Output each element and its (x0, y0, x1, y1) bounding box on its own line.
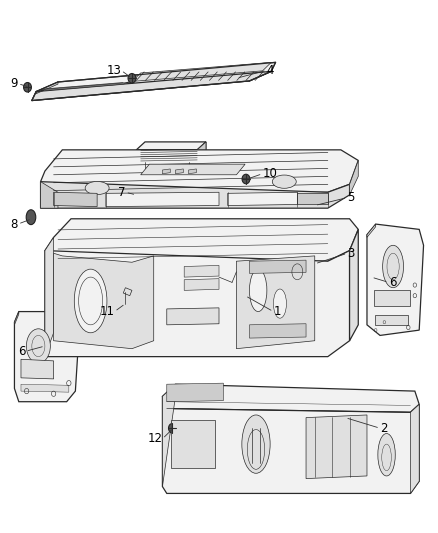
Polygon shape (14, 312, 19, 325)
Polygon shape (250, 260, 306, 273)
Polygon shape (162, 397, 419, 494)
Text: 9: 9 (11, 77, 18, 90)
Polygon shape (162, 384, 176, 487)
Polygon shape (123, 288, 132, 296)
Polygon shape (45, 219, 358, 261)
Polygon shape (32, 71, 271, 101)
Polygon shape (176, 169, 184, 174)
Ellipse shape (272, 175, 296, 188)
Text: 6: 6 (389, 276, 396, 289)
Polygon shape (132, 62, 271, 82)
Text: 5: 5 (347, 191, 355, 204)
Polygon shape (250, 324, 306, 338)
Text: 3: 3 (347, 247, 355, 260)
Polygon shape (237, 256, 315, 349)
Text: 7: 7 (118, 186, 125, 199)
Text: 8: 8 (11, 217, 18, 231)
Ellipse shape (85, 181, 109, 195)
Polygon shape (141, 164, 245, 175)
Polygon shape (228, 192, 297, 206)
Polygon shape (41, 150, 358, 192)
Polygon shape (21, 359, 53, 379)
Polygon shape (45, 251, 350, 357)
Ellipse shape (74, 269, 107, 333)
Polygon shape (136, 142, 206, 162)
Polygon shape (188, 169, 196, 174)
Polygon shape (167, 383, 223, 402)
Polygon shape (297, 193, 328, 205)
Polygon shape (106, 192, 219, 207)
Polygon shape (350, 160, 358, 195)
Polygon shape (350, 229, 358, 341)
Polygon shape (14, 312, 80, 402)
Polygon shape (374, 290, 410, 306)
Text: 11: 11 (99, 305, 115, 318)
Polygon shape (32, 62, 276, 101)
Polygon shape (162, 384, 419, 413)
Polygon shape (136, 142, 206, 150)
Ellipse shape (242, 174, 250, 184)
Polygon shape (197, 142, 206, 162)
Polygon shape (184, 279, 219, 290)
Text: 13: 13 (106, 64, 121, 77)
Text: 1: 1 (273, 305, 281, 318)
Polygon shape (162, 169, 170, 174)
Ellipse shape (273, 289, 286, 318)
Polygon shape (53, 192, 97, 207)
Ellipse shape (122, 298, 129, 307)
Polygon shape (306, 415, 367, 479)
Polygon shape (36, 82, 132, 93)
Text: 2: 2 (380, 422, 388, 435)
Polygon shape (367, 224, 424, 335)
Ellipse shape (26, 329, 50, 364)
Polygon shape (41, 182, 58, 208)
Ellipse shape (378, 433, 395, 476)
Polygon shape (53, 253, 154, 349)
Ellipse shape (24, 83, 32, 92)
Polygon shape (21, 384, 69, 392)
Text: 10: 10 (262, 167, 277, 180)
Text: 12: 12 (148, 432, 162, 446)
Polygon shape (167, 308, 219, 325)
Polygon shape (184, 265, 219, 277)
Ellipse shape (169, 423, 177, 433)
Ellipse shape (250, 269, 267, 312)
Ellipse shape (26, 210, 36, 224)
Ellipse shape (128, 74, 136, 83)
Polygon shape (45, 237, 53, 357)
Polygon shape (171, 420, 215, 468)
Text: 6: 6 (18, 345, 25, 358)
Polygon shape (375, 316, 408, 325)
Text: 4: 4 (267, 64, 274, 77)
Polygon shape (62, 314, 75, 327)
Ellipse shape (383, 245, 403, 288)
Polygon shape (367, 224, 376, 237)
Polygon shape (41, 182, 350, 208)
Polygon shape (410, 405, 419, 494)
Polygon shape (36, 82, 58, 94)
Ellipse shape (242, 415, 270, 473)
